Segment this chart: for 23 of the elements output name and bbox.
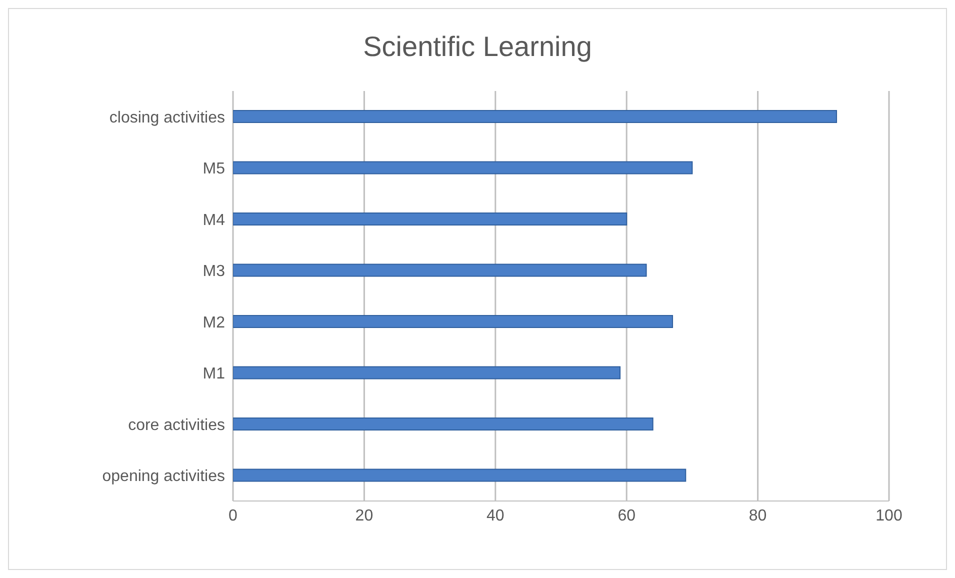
bar xyxy=(233,212,628,226)
y-tick-label: M1 xyxy=(202,366,226,383)
bar xyxy=(233,110,838,123)
x-tick-label: 80 xyxy=(748,507,767,524)
y-tick-label: M2 xyxy=(202,314,226,332)
bar xyxy=(233,161,693,174)
bar xyxy=(233,264,647,277)
bar xyxy=(233,468,686,482)
y-tick-label: closing activities xyxy=(109,109,225,126)
x-tick-label: 0 xyxy=(228,507,238,524)
y-tick-label: M5 xyxy=(202,160,226,178)
y-tick-label: opening activities xyxy=(102,468,225,486)
x-tick-label: 40 xyxy=(486,507,504,524)
x-tick-label: 60 xyxy=(618,507,636,524)
chart-title: Scientific Learning xyxy=(362,31,593,64)
x-tick-label: 20 xyxy=(355,507,374,524)
bar xyxy=(233,417,654,430)
bar xyxy=(233,366,621,380)
y-tick-label: core activities xyxy=(128,416,225,434)
y-tick-label: M4 xyxy=(202,212,226,229)
x-tick-label: 100 xyxy=(876,507,902,524)
bar xyxy=(233,314,674,328)
y-tick-label: M3 xyxy=(202,263,226,280)
